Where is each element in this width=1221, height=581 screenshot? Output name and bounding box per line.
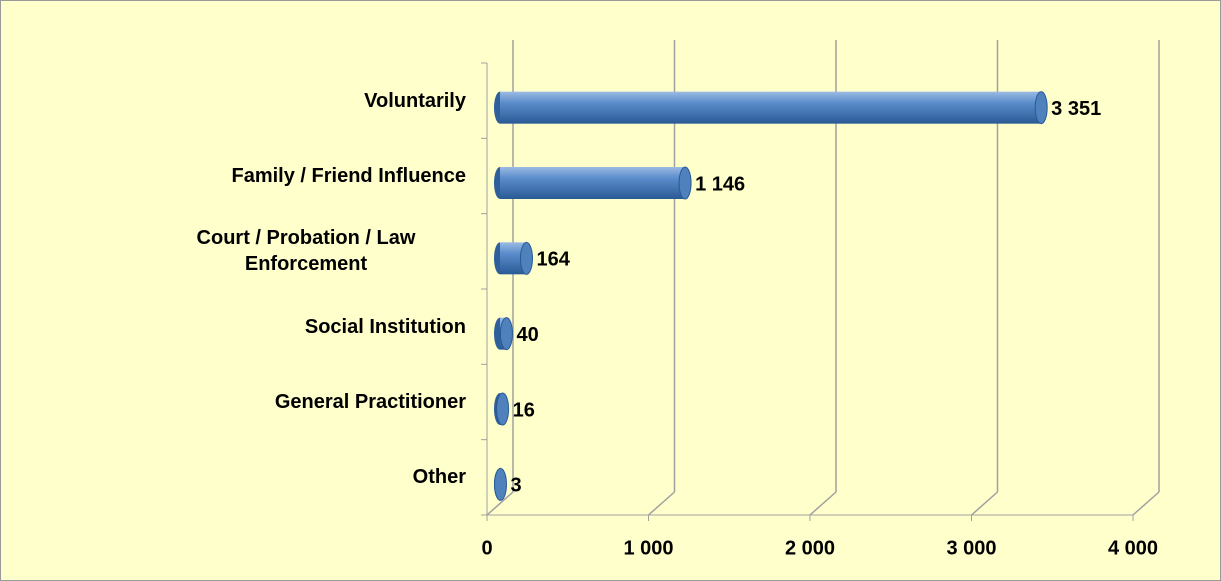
- grid-line: [1132, 491, 1160, 516]
- y-tick-label: Social Institution: [304, 315, 466, 338]
- value-label: 40: [516, 324, 538, 346]
- bar: [500, 91, 1042, 124]
- grid-line: [648, 491, 675, 516]
- bar-cap: [519, 241, 533, 275]
- y-tick-label: Voluntarily: [364, 89, 466, 112]
- grid-line: [486, 491, 514, 516]
- bar-cap: [493, 467, 507, 501]
- x-tick-label: 3 000: [946, 537, 996, 559]
- value-label: 1 146: [695, 173, 745, 195]
- value-label: 16: [513, 399, 535, 421]
- bar-cap: [1034, 91, 1048, 125]
- bar: [500, 167, 686, 199]
- value-label: 3: [510, 475, 521, 497]
- y-tick-label: Other: [412, 466, 466, 489]
- bar-cap: [499, 317, 513, 351]
- y-tick-label: Family / Friend Influence: [231, 165, 467, 187]
- value-label: 164: [536, 249, 570, 271]
- x-tick-label: 0: [481, 537, 492, 559]
- grid-line: [971, 491, 998, 516]
- bar-cap: [678, 166, 692, 200]
- x-tick-label: 2 000: [785, 537, 835, 559]
- bar-cap: [496, 392, 510, 426]
- value-label: 3 351: [1051, 98, 1101, 120]
- y-tick-label: General Practitioner: [274, 391, 466, 413]
- y-tick-label: Court / Probation / Law Enforcement: [196, 227, 416, 276]
- x-tick-label: 1 000: [623, 537, 673, 559]
- x-tick-label: 4 000: [1108, 537, 1158, 559]
- grid-line: [809, 491, 837, 516]
